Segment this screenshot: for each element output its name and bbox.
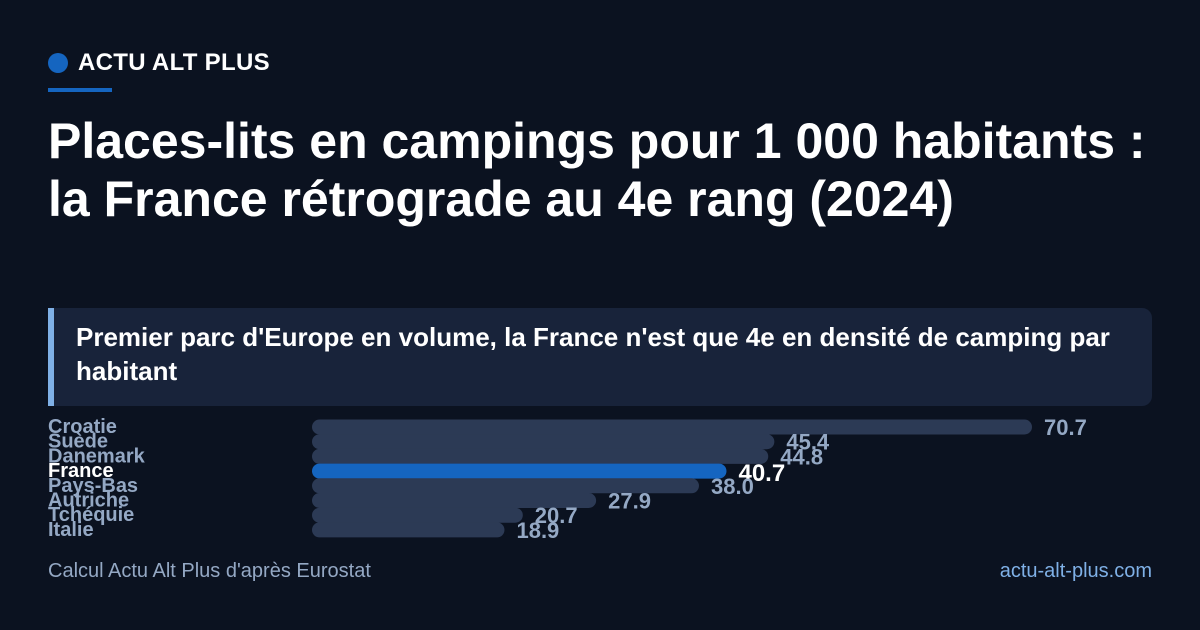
category-label-6: Tchéquie bbox=[48, 504, 134, 526]
category-label-0: Croatie bbox=[48, 416, 117, 438]
brand-underline bbox=[48, 88, 112, 92]
value-label-6: 20.7 bbox=[535, 503, 578, 528]
page-title: Places-lits en campings pour 1 000 habit… bbox=[48, 113, 1146, 227]
bar-7 bbox=[312, 522, 505, 538]
bar-chart-svg: Croatie 70.7 Suède 45.4 Danemark 44.8 France 40… bbox=[48, 415, 1087, 543]
value-label-7: 18.9 bbox=[516, 518, 559, 543]
category-label-4: Pays-Bas bbox=[48, 475, 138, 497]
bar-5 bbox=[312, 493, 597, 508]
bar-chart: Croatie 70.7 Suède 45.4 Danemark 44.8 France 40… bbox=[0, 410, 1200, 550]
bar-4 bbox=[312, 478, 699, 494]
category-label-5: Autriche bbox=[48, 490, 129, 512]
bar-1 bbox=[312, 434, 775, 450]
category-label-2: Danemark bbox=[48, 445, 146, 467]
brand-name: ACTU ALT PLUS bbox=[78, 49, 270, 76]
value-label-3: 40.7 bbox=[738, 460, 785, 487]
source-note: Calcul Actu Alt Plus d'après Eurostat bbox=[48, 560, 371, 582]
brand-dot-icon bbox=[48, 53, 68, 73]
bar-0 bbox=[312, 419, 1032, 435]
value-label-4: 38.0 bbox=[711, 474, 754, 499]
subtitle: Premier parc d'Europe en volume, la Fran… bbox=[76, 322, 1110, 386]
site-link[interactable]: actu-alt-plus.com bbox=[999, 560, 1152, 582]
value-label-2: 44.8 bbox=[780, 444, 823, 469]
category-label-7: Italie bbox=[48, 519, 94, 541]
bar-6 bbox=[312, 507, 523, 523]
value-label-0: 70.7 bbox=[1044, 415, 1087, 440]
category-label-3: France bbox=[48, 460, 114, 482]
subtitle-box: Premier parc d'Europe en volume, la Fran… bbox=[48, 308, 1152, 406]
value-label-1: 45.4 bbox=[786, 430, 830, 455]
bar-2 bbox=[312, 448, 769, 464]
category-label-1: Suède bbox=[48, 431, 108, 453]
value-label-5: 27.9 bbox=[608, 489, 651, 514]
brand: ACTU ALT PLUS bbox=[48, 48, 270, 78]
bar-3 bbox=[312, 463, 727, 479]
